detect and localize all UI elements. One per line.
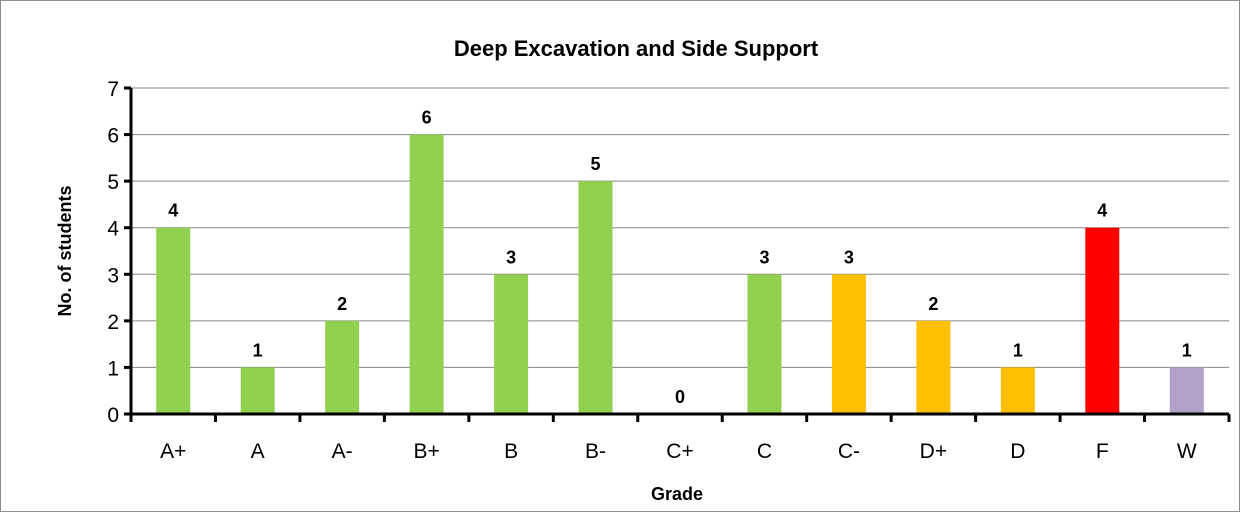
x-tick-label: C+ bbox=[666, 440, 693, 463]
x-tick-label: C- bbox=[838, 440, 860, 463]
bar bbox=[1169, 367, 1204, 414]
x-tick-label: A- bbox=[332, 440, 353, 463]
bar bbox=[1085, 227, 1120, 414]
y-tick-label: 7 bbox=[107, 78, 119, 101]
data-label: 6 bbox=[422, 108, 432, 128]
data-label: 1 bbox=[1013, 340, 1023, 360]
bar bbox=[1000, 367, 1035, 414]
x-tick-label: B- bbox=[585, 440, 606, 463]
bar bbox=[156, 227, 191, 414]
x-tick-label: C bbox=[757, 440, 772, 463]
x-tick-label: B+ bbox=[413, 440, 439, 463]
x-tick-label: B bbox=[504, 440, 518, 463]
data-label: 1 bbox=[1182, 340, 1192, 360]
y-tick-label: 1 bbox=[107, 357, 119, 380]
x-tick-label: A bbox=[251, 440, 265, 463]
bar bbox=[325, 320, 360, 414]
bar bbox=[409, 134, 444, 415]
bar bbox=[916, 320, 951, 414]
bar bbox=[578, 181, 613, 414]
data-label: 1 bbox=[253, 340, 263, 360]
plot-area: 4 1 2 6 3 5 0 3 3 2 1 4 1 0 1 2 3 4 5 6 7 A+ A A- B+ B B- C+ C C- D+ D F… bbox=[107, 78, 1231, 463]
y-tick-label: 4 bbox=[107, 218, 119, 241]
x-tick-label: D bbox=[1010, 440, 1025, 463]
x-tick-label: F bbox=[1096, 440, 1109, 463]
data-label: 3 bbox=[844, 247, 854, 267]
bar bbox=[831, 274, 866, 414]
data-label: 0 bbox=[675, 387, 685, 407]
y-tick-label: 5 bbox=[107, 171, 119, 194]
bar bbox=[240, 367, 275, 414]
y-tick-label: 2 bbox=[107, 311, 119, 334]
y-tick-label: 0 bbox=[107, 404, 119, 427]
x-axis-title: Grade bbox=[651, 484, 703, 504]
data-label: 3 bbox=[506, 247, 516, 267]
data-label: 2 bbox=[337, 294, 347, 314]
data-label: 4 bbox=[168, 201, 178, 221]
data-label: 4 bbox=[1097, 201, 1107, 221]
chart-title: Deep Excavation and Side Support bbox=[454, 36, 819, 61]
bar bbox=[747, 274, 782, 414]
data-label: 5 bbox=[591, 154, 601, 174]
y-axis-title: No. of students bbox=[55, 186, 75, 317]
data-label: 3 bbox=[759, 247, 769, 267]
y-tick-label: 3 bbox=[107, 264, 119, 287]
x-tick-label: D+ bbox=[920, 440, 947, 463]
data-label: 2 bbox=[928, 294, 938, 314]
y-tick-label: 6 bbox=[107, 125, 119, 148]
bar bbox=[494, 274, 529, 414]
x-tick-label: A+ bbox=[160, 440, 186, 463]
x-tick-label: W bbox=[1177, 440, 1197, 463]
